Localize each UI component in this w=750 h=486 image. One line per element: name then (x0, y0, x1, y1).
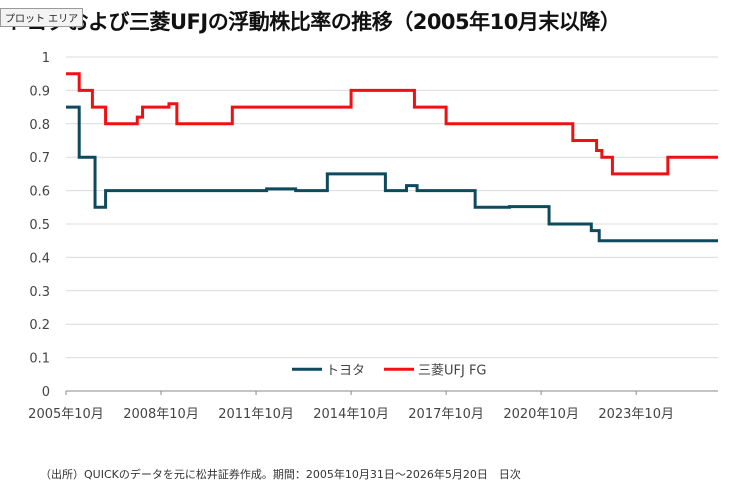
legend: トヨタ 三菱UFJ FG (292, 363, 487, 378)
x-tick-label: 2008年10月 (123, 407, 199, 422)
y-tick-label: 0.4 (29, 251, 50, 266)
legend-label: トヨタ (326, 363, 365, 378)
series-line-0 (66, 105, 718, 243)
x-tick-labels: 2005年10月 2008年10月 2011年10月 2014年10月 2017年10月… (28, 391, 674, 422)
series-line-1 (66, 72, 718, 176)
y-tick-label: 0 (42, 385, 50, 400)
series-lines (66, 72, 718, 243)
x-tick-label: 2017年10月 (408, 407, 484, 422)
plot-area-tag: プロット エリア (0, 8, 84, 27)
y-tick-label: 0.5 (29, 218, 50, 233)
y-tick-label: 0.9 (29, 84, 50, 99)
y-tick-label: 1 (42, 51, 50, 66)
y-tick-label: 0.6 (29, 185, 50, 200)
y-tick-label: 0.3 (29, 285, 50, 300)
legend-label: 三菱UFJ FG (418, 363, 487, 378)
x-tick-label: 2020年10月 (503, 407, 579, 422)
y-tick-label: 0.1 (29, 352, 50, 367)
y-tick-label: 0.2 (29, 318, 50, 333)
x-tick-label: 2014年10月 (313, 407, 389, 422)
chart-title: トヨタおよび三菱UFJの浮動株比率の推移（2005年10月末以降） (6, 10, 621, 34)
source-note: （出所）QUICKのデータを元に松井証券作成。期間：2005年10月31日～20… (40, 468, 521, 481)
x-tick-label: 2011年10月 (218, 407, 294, 422)
y-tick-labels: 0 0.1 0.2 0.3 0.4 0.5 0.6 0.7 0.8 0.9 1 (29, 51, 50, 400)
y-tick-label: 0.8 (29, 118, 50, 133)
x-tick-label: 2005年10月 (28, 407, 104, 422)
x-tick-label: 2023年10月 (598, 407, 674, 422)
y-tick-label: 0.7 (29, 151, 50, 166)
